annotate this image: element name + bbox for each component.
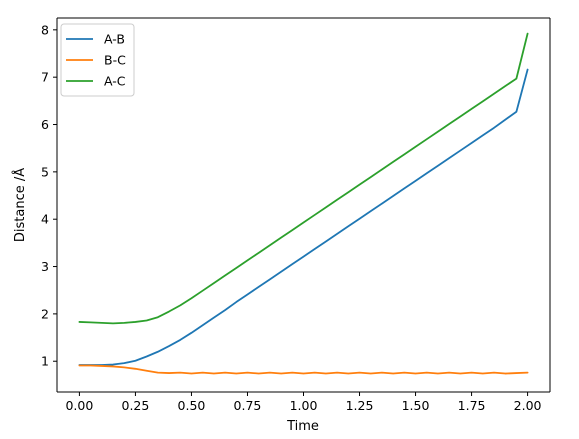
y-axis-ticks: 1 2 3 4 5 6 7 8 [41,22,57,369]
x-axis-ticks: 0.00 0.25 0.50 0.75 1.00 1.25 1.50 1.75 2.00 [65,392,542,413]
x-tick-label: 1.50 [402,398,430,413]
legend: A-B B-C A-C [60,23,135,97]
legend-label: B-C [104,53,126,68]
y-tick-label: 7 [41,70,49,85]
y-tick-label: 1 [41,354,49,369]
legend-label: A-C [104,74,126,89]
y-tick-label: 6 [41,117,49,132]
x-tick-label: 0.50 [178,398,206,413]
y-tick-label: 3 [41,259,49,274]
x-tick-label: 2.00 [514,398,542,413]
y-tick-label: 2 [41,306,49,321]
series-line-a-b [78,68,529,366]
series-line-a-c [78,32,529,325]
x-axis-label: Time [286,419,319,434]
x-tick-label: 0.25 [122,398,150,413]
y-tick-label: 8 [41,22,49,37]
legend-label: A-B [104,32,125,47]
y-axis-label: Distance /Å [12,168,28,242]
x-tick-label: 1.75 [458,398,486,413]
series-layer [78,32,529,375]
legend-box [60,23,135,97]
series-line-b-c [78,364,529,375]
x-tick-label: 1.00 [290,398,318,413]
x-tick-label: 0.75 [234,398,262,413]
x-tick-label: 0.00 [65,398,93,413]
y-tick-label: 5 [41,164,49,179]
y-tick-label: 4 [41,212,49,227]
x-tick-label: 1.25 [346,398,374,413]
